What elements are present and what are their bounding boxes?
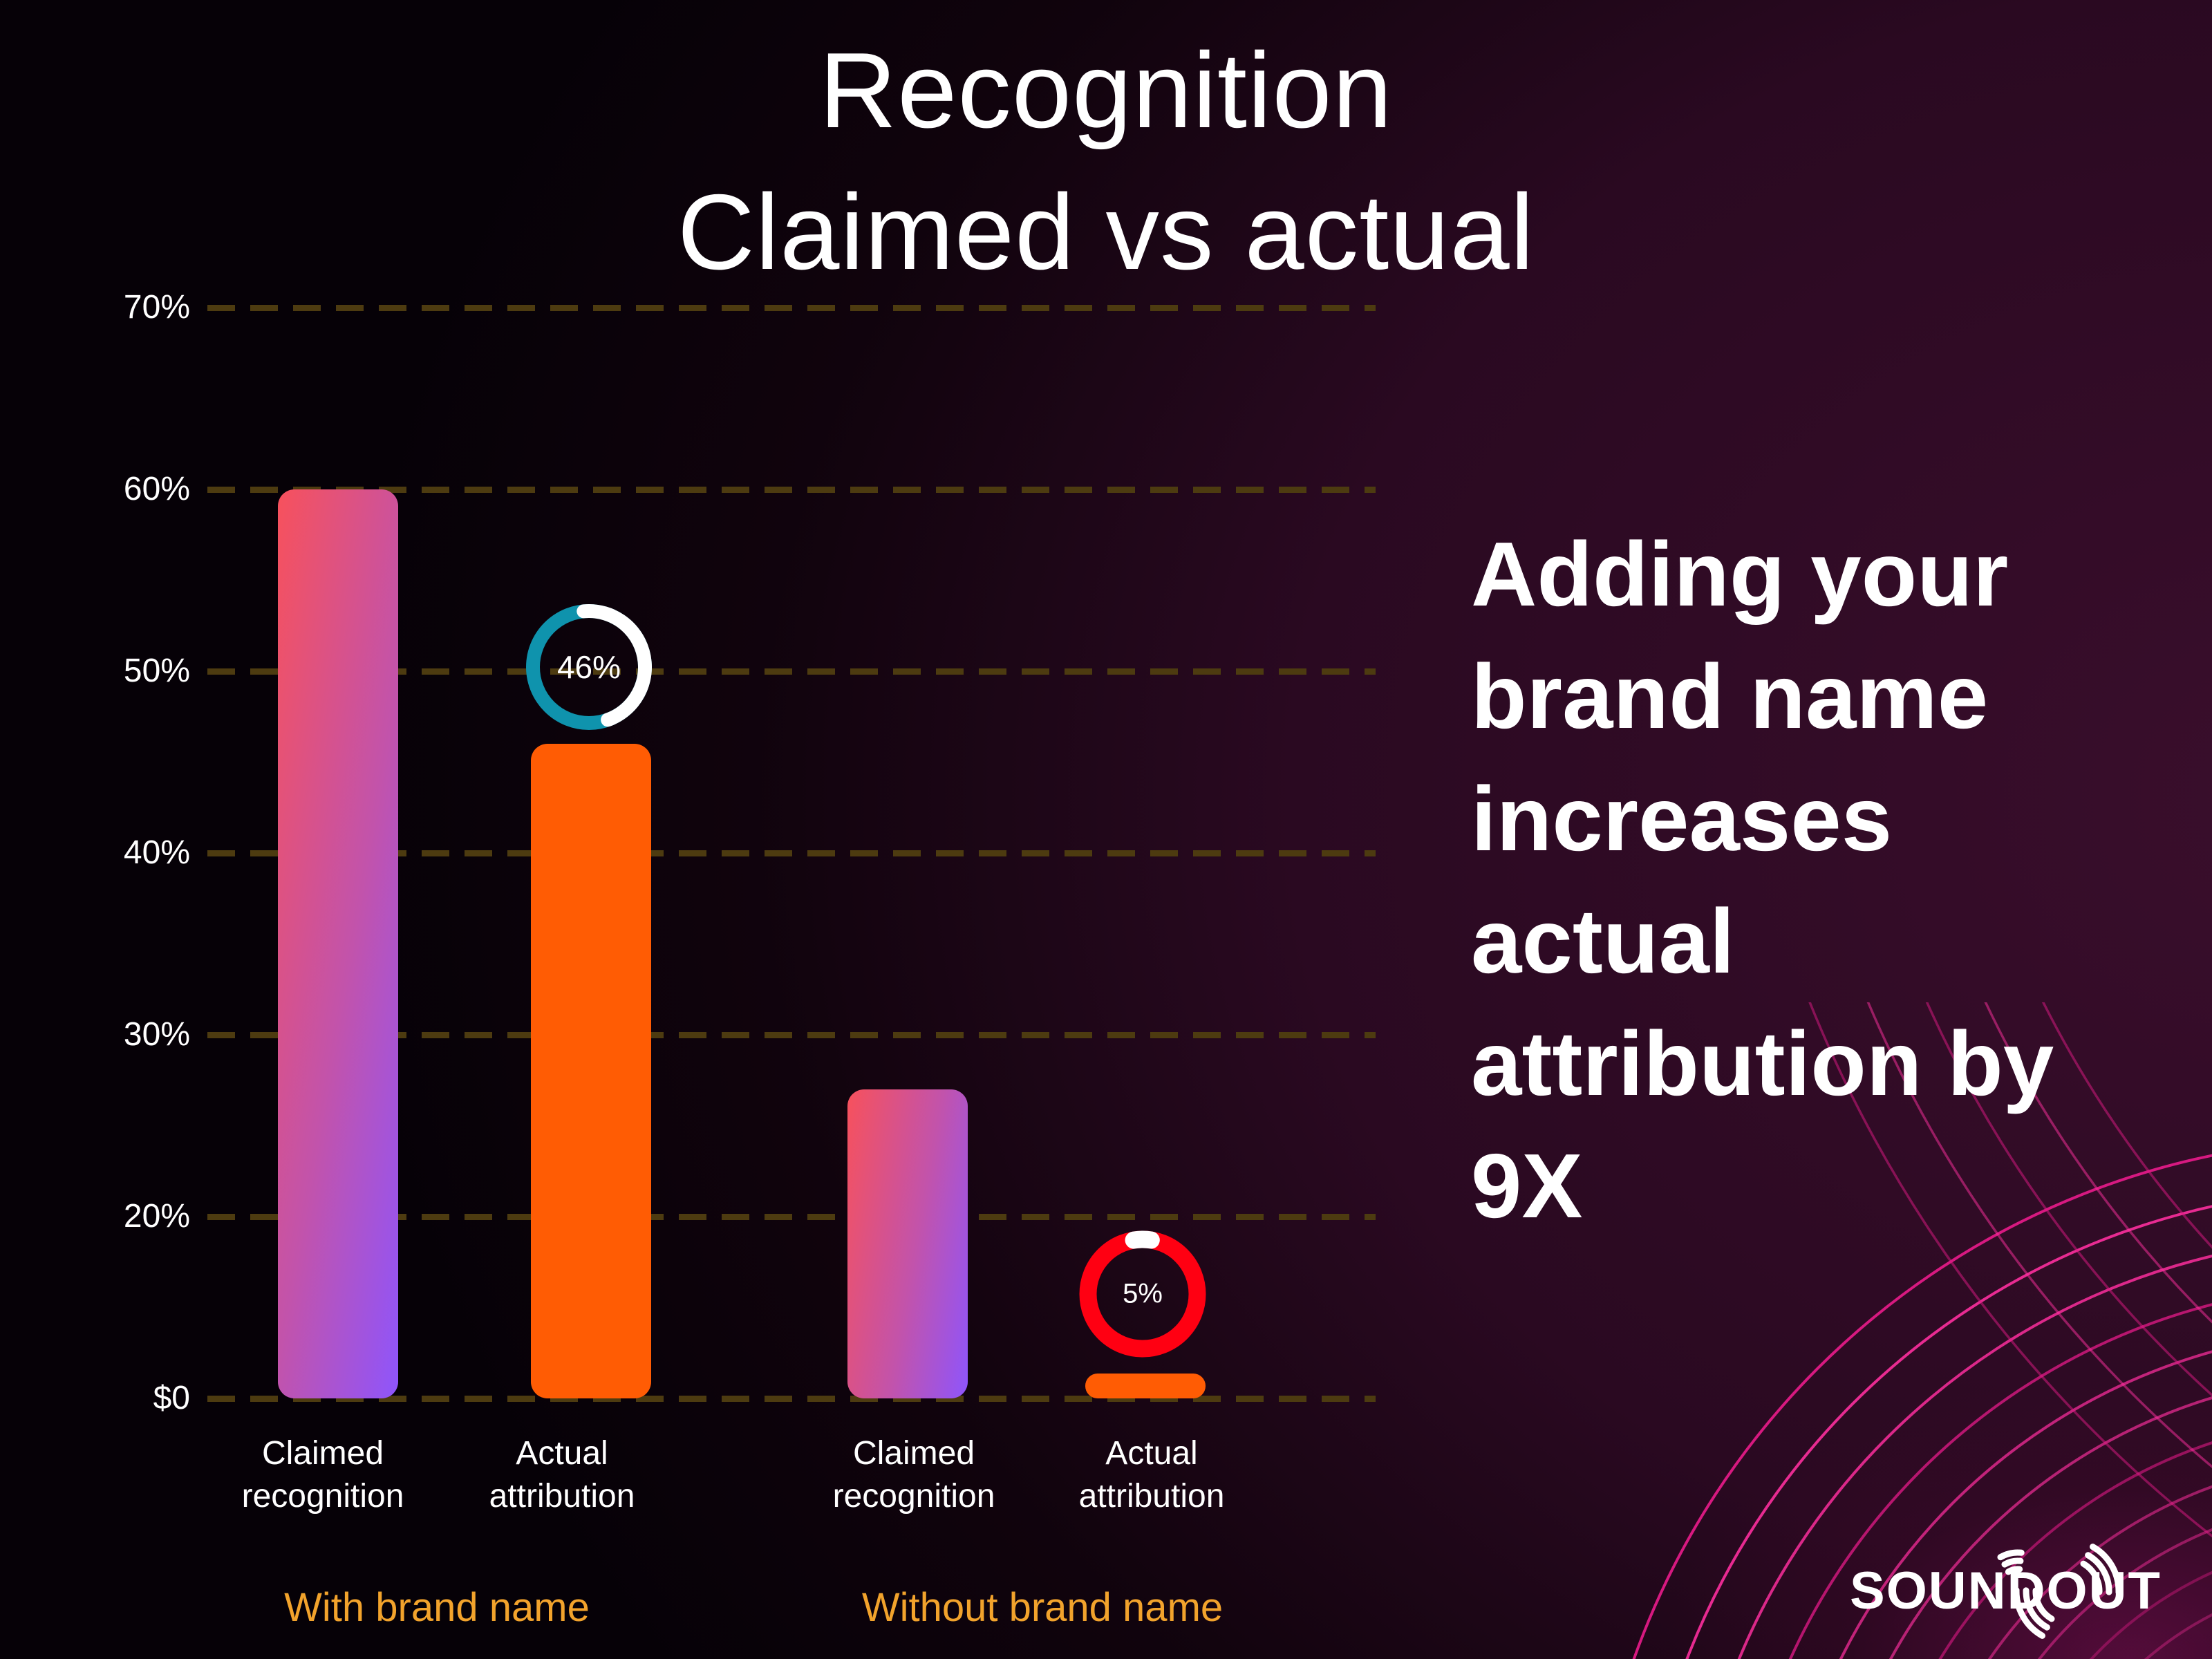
chart-title: Recognition Claimed vs actual	[0, 19, 2212, 303]
category-label: Actual attribution	[1000, 1432, 1304, 1518]
bar-claimed-recognition-without-brand	[847, 1089, 968, 1398]
group-label-with-brand: With brand name	[284, 1585, 590, 1630]
category-label-line: Actual	[516, 1435, 608, 1472]
y-tick-label: 40%	[123, 834, 190, 871]
category-label-line: attribution	[489, 1478, 635, 1515]
annotation-line: brand name	[1471, 646, 1989, 747]
chart-title-line1: Recognition	[819, 30, 1393, 150]
sound-wave-arcs-icon	[1980, 1537, 2122, 1645]
logo-letter-o: O	[1980, 1537, 2122, 1645]
annotation-line: actual	[1471, 890, 1735, 992]
bar-actual-attribution-without-brand	[1085, 1374, 1206, 1398]
y-tick-label: 60%	[123, 471, 190, 507]
y-tick-label: 50%	[123, 653, 190, 689]
soundout-logo: SOUND O UT	[1850, 1537, 2162, 1645]
bar-claimed-recognition-with-brand	[278, 489, 398, 1398]
y-tick-label: $0	[153, 1380, 190, 1416]
y-tick-label: 20%	[123, 1198, 190, 1235]
ring-value-label: 46%	[556, 649, 621, 685]
category-label: Actual attribution	[410, 1432, 714, 1518]
ring-value-label: 5%	[1123, 1278, 1163, 1309]
category-label-line: attribution	[1078, 1478, 1225, 1515]
annotation-line: attribution by	[1471, 1013, 2054, 1114]
chart-title-line2: Claimed vs actual	[677, 172, 1535, 292]
category-label-line: Actual	[1105, 1435, 1198, 1472]
grid-line-70	[207, 305, 1376, 311]
annotation-line: Adding your	[1471, 523, 2009, 625]
annotation-line: 9X	[1471, 1135, 1583, 1237]
annotation-text: Adding your brand name increases actual attr…	[1471, 513, 2054, 1247]
group-label-without-brand: Without brand name	[861, 1585, 1224, 1630]
y-tick-label: 30%	[123, 1016, 190, 1053]
y-tick-label: 70%	[123, 289, 190, 326]
annotation-line: increases	[1471, 768, 1893, 870]
bar-actual-attribution-with-brand	[531, 744, 651, 1398]
